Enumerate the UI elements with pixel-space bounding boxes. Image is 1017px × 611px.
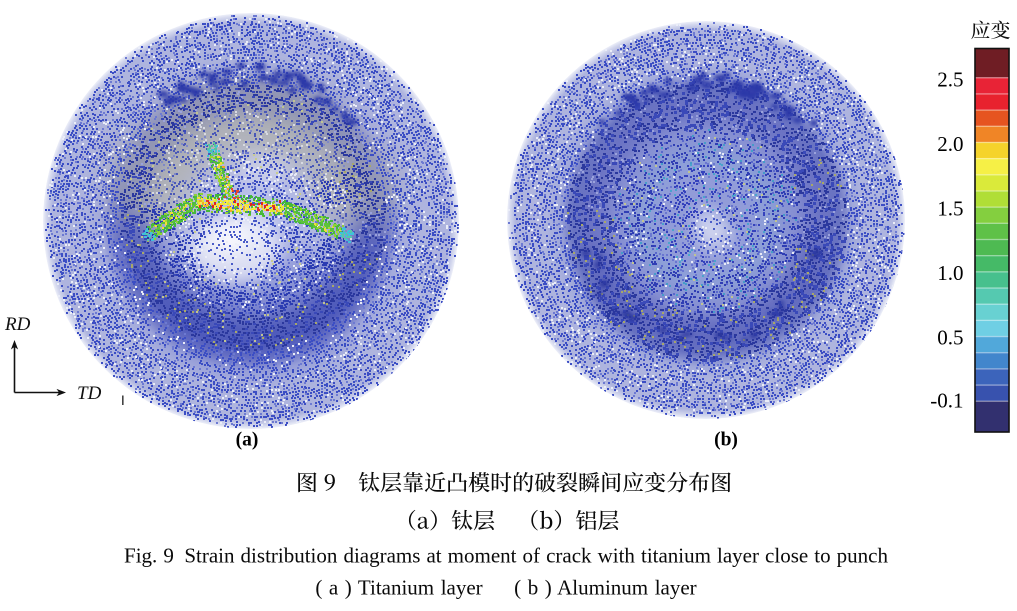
svg-text:1.5: 1.5: [937, 197, 963, 221]
svg-text:( a ) Titanium layer ( b ) Al: ( a ) Titanium layer ( b ) Aluminum laye…: [315, 576, 696, 600]
svg-text:2.0: 2.0: [937, 132, 963, 156]
svg-text:(a): (a): [236, 430, 259, 451]
svg-text:-0.1: -0.1: [930, 389, 963, 413]
svg-text:1.0: 1.0: [937, 261, 963, 285]
svg-text:2.5: 2.5: [937, 68, 963, 92]
svg-text:0.5: 0.5: [937, 326, 963, 350]
svg-text:TD: TD: [77, 383, 102, 404]
svg-text:Fig. 9 Strain distribution dia: Fig. 9 Strain distribution diagrams at m…: [124, 544, 888, 568]
svg-text:RD: RD: [4, 314, 31, 335]
svg-text:(b): (b): [714, 430, 738, 451]
